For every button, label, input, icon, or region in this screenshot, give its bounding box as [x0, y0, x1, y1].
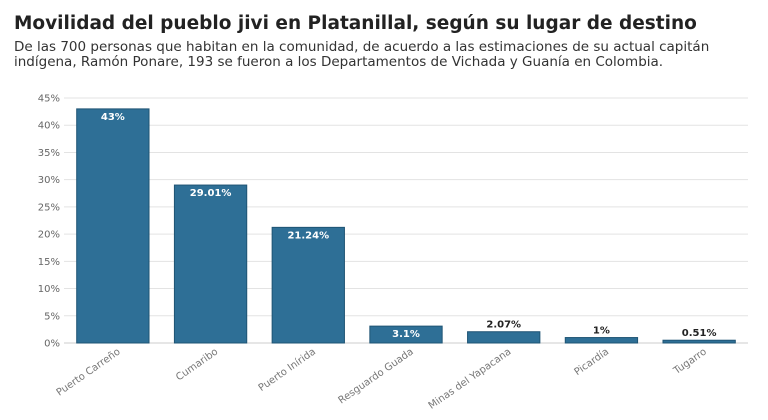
data-label: 43%	[101, 112, 125, 123]
x-tick-label: Resguardo Guada	[337, 346, 416, 406]
data-label: 3.1%	[392, 329, 420, 340]
y-tick-label: 35%	[38, 148, 60, 159]
x-tick-label: Puerto Inírida	[256, 346, 318, 394]
bar	[173, 184, 248, 344]
y-tick-label: 40%	[38, 121, 60, 132]
x-tick-label: Puerto Carreño	[55, 346, 123, 398]
y-tick-label: 15%	[38, 257, 60, 268]
bar	[662, 339, 736, 344]
x-tick-label: Picardía	[572, 346, 611, 378]
data-label: 21.24%	[287, 230, 329, 241]
y-tick-label: 25%	[38, 202, 60, 213]
y-tick-label: 20%	[38, 230, 60, 241]
chart-title: Movilidad del pueblo jivi en Platanillal…	[14, 13, 697, 34]
y-tick-label: 0%	[44, 339, 60, 350]
x-tick-label: Cumaribo	[174, 346, 220, 383]
x-tick-label: Tugarro	[671, 346, 709, 377]
x-tick-label: Minas del Yapacana	[427, 346, 514, 411]
data-label: 29.01%	[190, 188, 232, 199]
bar	[467, 331, 541, 344]
y-tick-label: 30%	[38, 175, 60, 186]
bar	[369, 325, 443, 344]
y-tick-label: 10%	[38, 284, 60, 295]
bar	[271, 226, 345, 344]
chart-subtitle: De las 700 personas que habitan en la co…	[14, 39, 710, 70]
data-label: 2.07%	[486, 320, 521, 331]
y-tick-label: 45%	[38, 94, 60, 105]
bar	[564, 337, 639, 344]
y-tick-label: 5%	[44, 311, 60, 322]
bar	[76, 108, 150, 344]
data-label: 0.51%	[682, 328, 717, 339]
data-label: 1%	[593, 326, 610, 337]
